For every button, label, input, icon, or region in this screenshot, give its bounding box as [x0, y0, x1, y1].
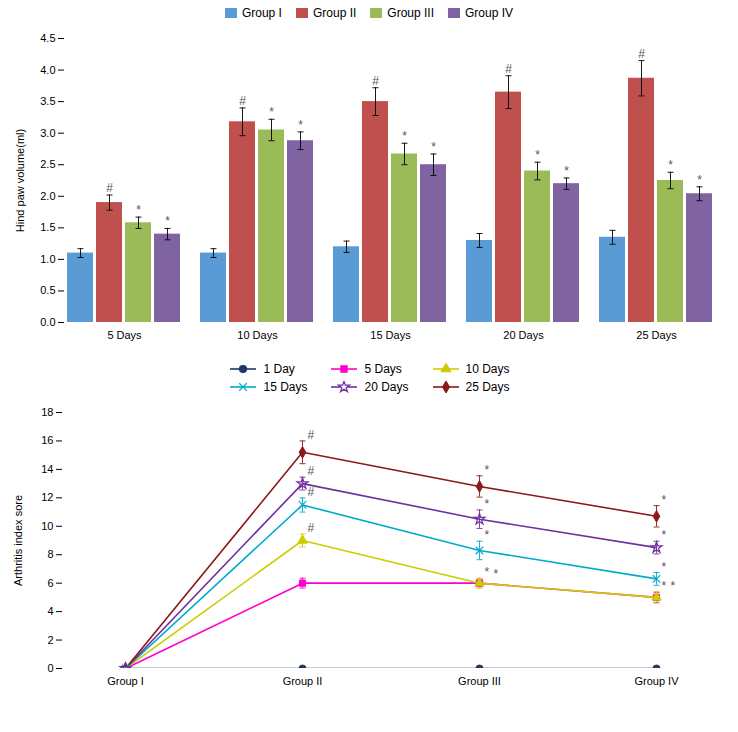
html-text:5 Days: 5 Days [364, 362, 402, 376]
svg-text:*: * [165, 214, 170, 228]
svg-text:4: 4 [47, 605, 53, 617]
html-text:Group IV: Group IV [465, 6, 513, 20]
svg-text:*: * [662, 493, 667, 507]
svg-text:*: * [485, 463, 490, 477]
svg-text:*: * [535, 148, 540, 162]
svg-text:*: * [662, 560, 667, 574]
svg-text:Group III: Group III [458, 675, 501, 687]
svg-text:*: * [136, 203, 141, 217]
svg-text:*: * [564, 164, 569, 178]
html-text:1 Day: 1 Day [263, 362, 295, 376]
svg-text:1.0: 1.0 [40, 253, 55, 265]
svg-text:4.0: 4.0 [40, 64, 55, 76]
svg-text:#: # [308, 428, 315, 442]
svg-text:25 Days: 25 Days [636, 329, 677, 341]
svg-text:*: * [431, 140, 436, 154]
svg-text:2.5: 2.5 [40, 158, 55, 170]
svg-text:5 Days: 5 Days [107, 329, 142, 341]
svg-text:0.5: 0.5 [40, 284, 55, 296]
svg-text:#: # [372, 74, 379, 88]
svg-text:18: 18 [41, 406, 53, 418]
svg-text:12: 12 [41, 491, 53, 503]
html-text:25 Days: 25 Days [465, 380, 510, 394]
svg-text:16: 16 [41, 434, 53, 446]
svg-text:15 Days: 15 Days [370, 329, 411, 341]
svg-text:2: 2 [47, 634, 53, 646]
html-text:Group II: Group II [313, 6, 357, 20]
svg-text:#: # [638, 47, 645, 61]
html-text:10 Days: 10 Days [465, 362, 510, 376]
svg-text:*: * [402, 129, 407, 143]
svg-text:*: * [668, 158, 673, 172]
svg-text:*: * [697, 173, 702, 187]
svg-text:8: 8 [47, 548, 53, 560]
svg-text:#: # [308, 485, 315, 499]
html-text:20 Days: 20 Days [364, 380, 409, 394]
svg-text:*: * [494, 567, 499, 581]
svg-text:2.0: 2.0 [40, 190, 55, 202]
svg-text:#: # [505, 62, 512, 76]
svg-text:14: 14 [41, 463, 53, 475]
html-text:Group I: Group I [241, 6, 282, 20]
svg-text:3.5: 3.5 [40, 95, 55, 107]
svg-text:#: # [308, 521, 315, 535]
svg-text:10: 10 [41, 520, 53, 532]
svg-text:6: 6 [47, 577, 53, 589]
svg-text:#: # [106, 181, 113, 195]
svg-text:3.0: 3.0 [40, 127, 55, 139]
svg-text:4.5: 4.5 [40, 32, 55, 44]
svg-text:Arthritis index sore: Arthritis index sore [12, 495, 24, 586]
html-text:Group III: Group III [387, 6, 434, 20]
svg-text:*: * [671, 579, 676, 593]
svg-text:1.5: 1.5 [40, 221, 55, 233]
svg-text:#: # [239, 94, 246, 108]
svg-text:*: * [662, 579, 667, 593]
svg-text:*: * [485, 565, 490, 579]
svg-text:Hind paw volume(ml): Hind paw volume(ml) [14, 129, 26, 232]
svg-text:10 Days: 10 Days [237, 329, 278, 341]
svg-text:*: * [485, 497, 490, 511]
svg-text:20 Days: 20 Days [503, 329, 544, 341]
html-text:15 Days: 15 Days [263, 380, 308, 394]
svg-text:Group II: Group II [283, 675, 323, 687]
svg-text:*: * [662, 528, 667, 542]
svg-text:0.0: 0.0 [40, 316, 55, 328]
svg-text:*: * [298, 118, 303, 132]
svg-text:#: # [308, 464, 315, 478]
svg-text:*: * [485, 528, 490, 542]
svg-text:Group I: Group I [107, 675, 144, 687]
svg-text:Group IV: Group IV [634, 675, 679, 687]
svg-text:0: 0 [47, 662, 53, 674]
svg-text:*: * [269, 105, 274, 119]
